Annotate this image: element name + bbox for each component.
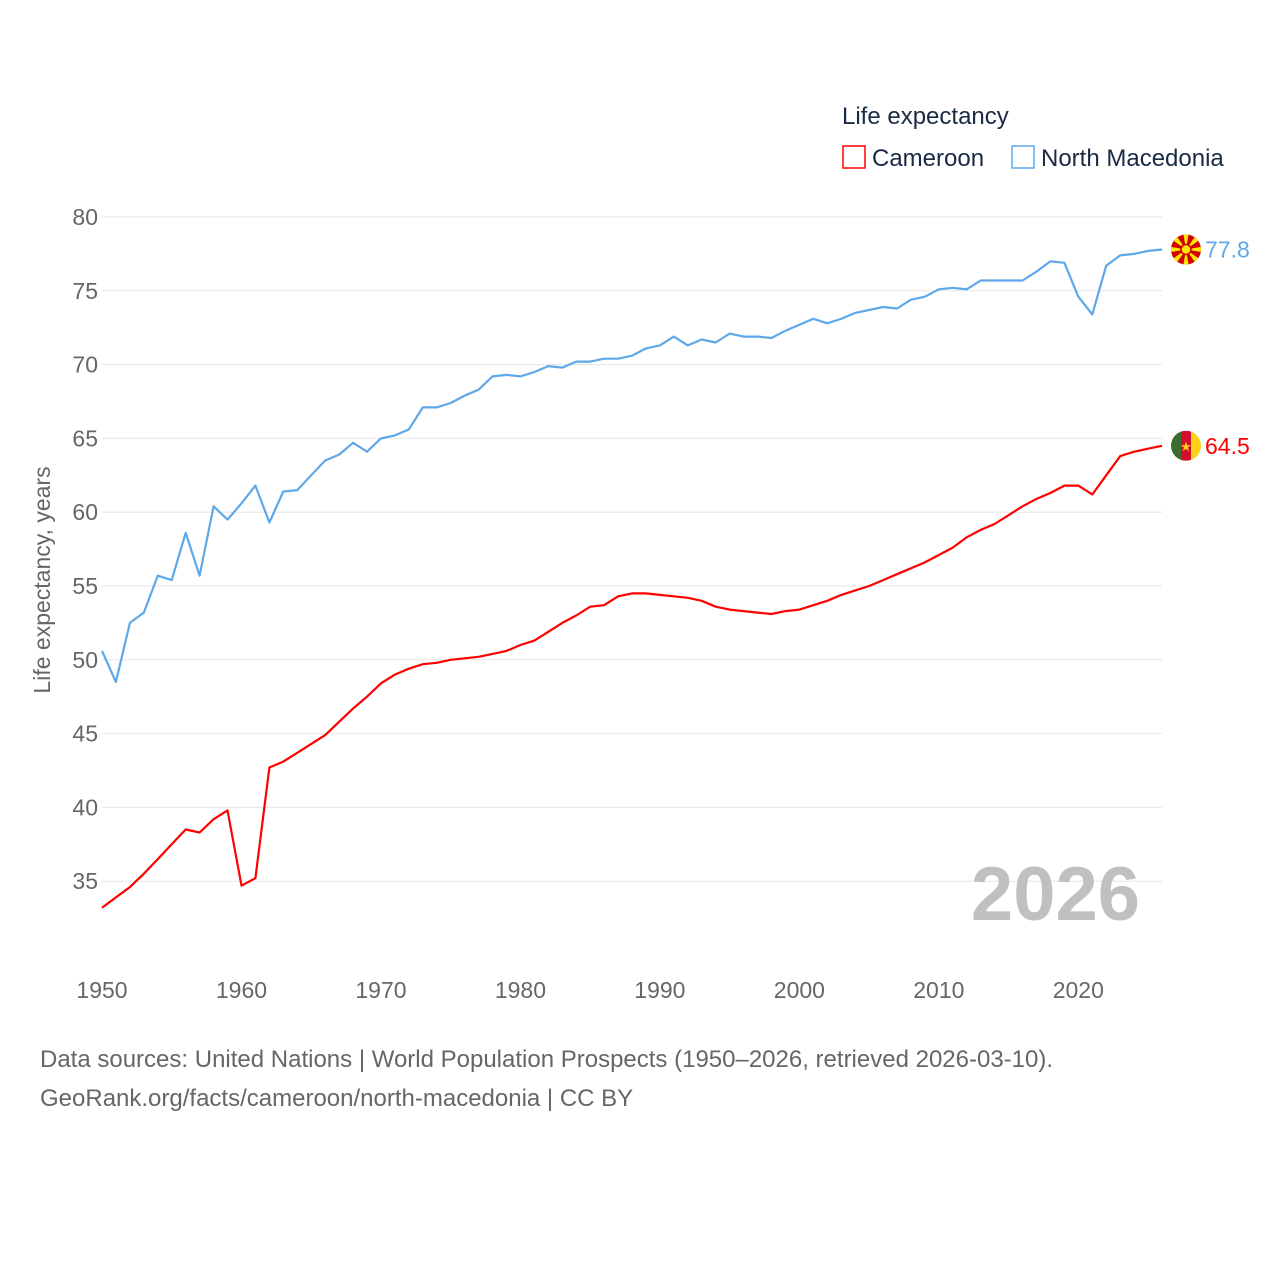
legend-label-cameroon[interactable]: Cameroon: [872, 145, 984, 172]
y-axis-label: Life expectancy, years: [29, 466, 55, 693]
legend-swatch-cameroon[interactable]: [842, 145, 866, 169]
x-tick-label: 1950: [76, 977, 127, 1003]
y-tick-label: 70: [72, 352, 98, 378]
data-source-text: Data sources: United Nations | World Pop…: [40, 1046, 1054, 1073]
y-tick-label: 50: [72, 647, 98, 673]
legend-swatch-north-macedonia[interactable]: [1011, 145, 1035, 169]
cameroon-flag-icon: ★: [1171, 430, 1201, 461]
x-tick-label: 2020: [1053, 977, 1104, 1003]
svg-text:★: ★: [1180, 439, 1192, 454]
y-tick-label: 45: [72, 721, 98, 747]
legend-label-north-macedonia[interactable]: North Macedonia: [1041, 145, 1224, 172]
x-tick-label: 2000: [774, 977, 825, 1003]
y-tick-label: 60: [72, 499, 98, 525]
y-tick-label: 65: [72, 425, 98, 451]
y-tick-label: 40: [72, 794, 98, 820]
series-line-cameroon[interactable]: [101, 444, 1163, 909]
legend-title: Life expectancy: [842, 103, 1009, 130]
x-tick-label: 1980: [495, 977, 546, 1003]
end-value-label: 64.5: [1205, 433, 1250, 459]
attribution-link[interactable]: GeoRank.org/facts/cameroon/north-macedon…: [40, 1085, 634, 1112]
y-tick-label: 35: [72, 868, 98, 894]
y-tick-label: 75: [72, 278, 98, 304]
x-tick-label: 2010: [913, 977, 964, 1003]
year-watermark: 2026: [971, 852, 1140, 937]
y-tick-label: 55: [72, 573, 98, 599]
x-tick-label: 1990: [634, 977, 685, 1003]
north-macedonia-flag-icon: [1171, 234, 1201, 265]
y-tick-label: 80: [72, 204, 98, 230]
x-tick-label: 1970: [355, 977, 406, 1003]
line-chart: 35 40 45 50 55 60 65 70 75 80 1950 1960 1970 1980 199…: [29, 103, 1250, 1003]
end-value-label: 77.8: [1205, 236, 1250, 262]
x-tick-label: 1960: [216, 977, 267, 1003]
series-line-north-macedonia[interactable]: [100, 248, 1163, 684]
